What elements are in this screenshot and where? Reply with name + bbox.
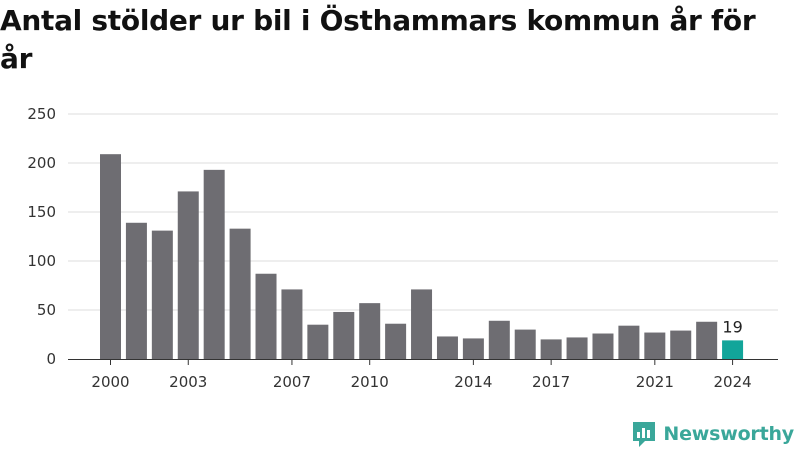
x-tick-label: 2017 xyxy=(532,373,570,391)
newsworthy-logo-icon xyxy=(633,422,656,447)
data-labels: 19 xyxy=(722,317,742,336)
bar xyxy=(151,230,173,359)
bar xyxy=(462,338,484,359)
bars xyxy=(100,154,744,359)
bar xyxy=(670,330,692,359)
bar xyxy=(203,169,225,359)
x-tick-label: 2007 xyxy=(273,373,311,391)
x-axis: 2000 2003 2007 2010 2014 2017 2021 2024 xyxy=(68,359,778,391)
x-tick-label: 2014 xyxy=(454,373,492,391)
grid-lines xyxy=(68,113,778,311)
bar xyxy=(229,228,251,359)
bar xyxy=(125,222,147,359)
bar xyxy=(488,320,510,359)
bar xyxy=(514,329,536,359)
bar xyxy=(592,333,614,359)
y-tick-label: 200 xyxy=(27,154,56,172)
bar xyxy=(411,289,433,359)
x-tick-label: 2003 xyxy=(169,373,207,391)
y-tick-label: 0 xyxy=(46,350,56,368)
y-tick-label: 100 xyxy=(27,252,56,270)
brand-logo: Newsworthy xyxy=(631,419,794,449)
bar xyxy=(307,324,329,359)
bar xyxy=(177,191,199,359)
bar xyxy=(618,325,640,359)
bar xyxy=(281,289,303,359)
y-axis-tick-labels: 0 50 100 150 200 250 xyxy=(27,105,56,368)
bar xyxy=(359,303,381,359)
chart-title: Antal stölder ur bil i Östhammars kommun… xyxy=(0,4,756,75)
bar xyxy=(333,311,355,359)
bar xyxy=(644,332,666,359)
bar xyxy=(566,337,588,359)
x-tick-label: 2000 xyxy=(91,373,129,391)
bar xyxy=(696,321,718,359)
bar-highlight xyxy=(722,340,744,359)
y-tick-label: 150 xyxy=(27,203,56,221)
y-tick-label: 50 xyxy=(37,301,56,319)
x-tick-label: 2021 xyxy=(636,373,674,391)
bar xyxy=(540,339,562,359)
x-tick-label: 2024 xyxy=(713,373,751,391)
y-tick-label: 250 xyxy=(27,105,56,123)
bar-value-label: 19 xyxy=(722,317,742,336)
bar xyxy=(100,154,121,359)
bar xyxy=(436,336,458,359)
x-tick-label: 2010 xyxy=(351,373,389,391)
bar xyxy=(385,323,407,359)
brand-name: Newsworthy xyxy=(663,423,794,445)
bar xyxy=(255,273,277,359)
